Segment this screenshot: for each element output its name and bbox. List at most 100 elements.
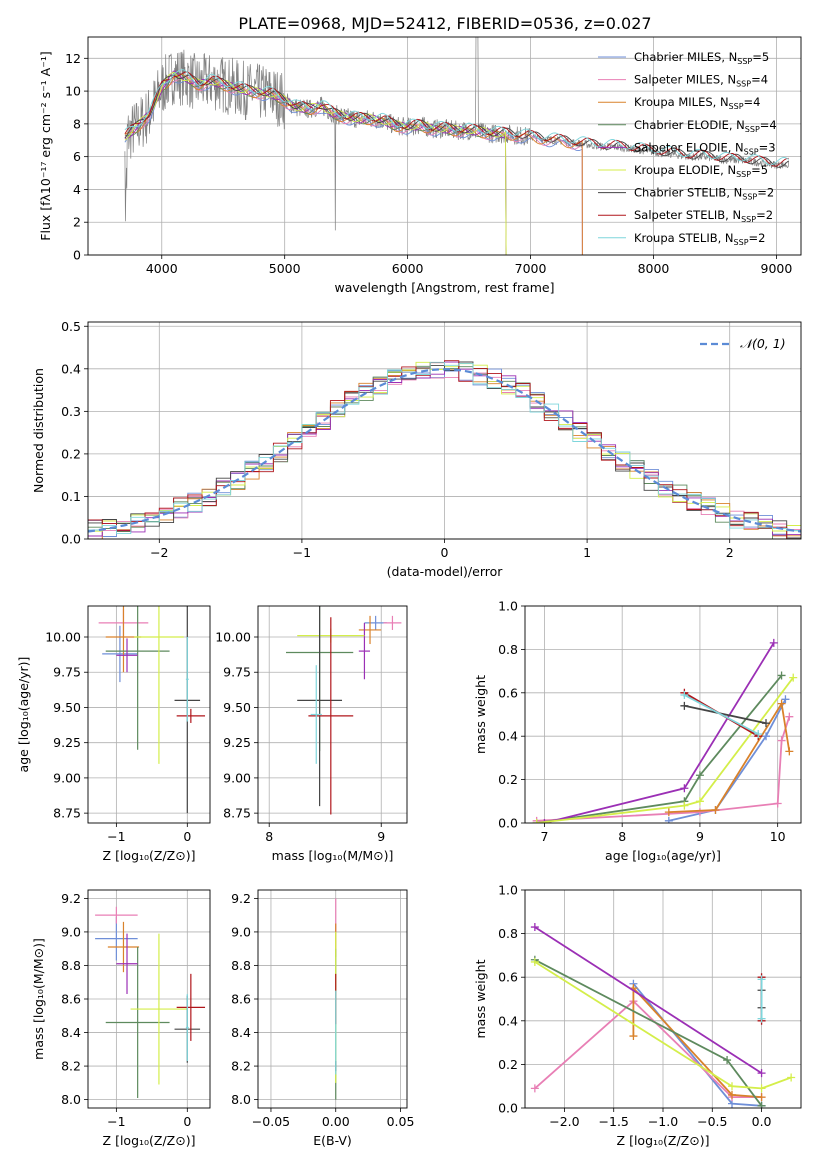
- data-point-marker: [777, 671, 786, 680]
- legend-entry: Kroupa ELODIE, NSSP=5: [634, 163, 768, 179]
- massweight-vs-Z-frame: [524, 889, 802, 1109]
- model-spectrum-line: [124, 69, 789, 166]
- y-tick-label: 1.0: [498, 883, 518, 898]
- data-point-marker: [757, 1014, 766, 1023]
- y-tick-label: 0.0: [498, 816, 518, 831]
- y-axis-label: mass [log₁₀(M/M⊙)]: [31, 938, 46, 1060]
- x-axis-label: mass [log₁₀(M/M⊙)]: [272, 848, 394, 863]
- figure-title: PLATE=0968, MJD=52412, FIBERID=0536, z=0…: [238, 14, 651, 33]
- series-line: [534, 961, 792, 1090]
- y-tick-label: 0.8: [498, 926, 518, 941]
- x-tick-label: 10: [770, 829, 786, 844]
- spectrum-legend: Chabrier MILES, NSSP=5 Salpeter MILES, NS…: [598, 50, 777, 247]
- data-point-marker: [787, 1073, 796, 1082]
- y-tick-label: 9.25: [223, 735, 251, 750]
- y-axis-label: mass weight: [473, 675, 488, 754]
- x-axis-label: (data-model)/error: [387, 564, 504, 579]
- data-point-marker: [680, 690, 689, 699]
- spectrum-panel: 4000 5000 6000 7000 8000 9000 0 2 4 6 8 10 12 wavelen…: [38, 36, 802, 295]
- y-tick-label: 10.00: [215, 630, 251, 645]
- data-point-marker: [629, 1032, 638, 1041]
- y-tick-label: 0.3: [61, 404, 81, 419]
- y-tick-label: 8.2: [61, 1059, 81, 1074]
- mass-vs-ebv-frame: [257, 889, 408, 1109]
- x-tick-label: −1: [107, 1114, 125, 1129]
- x-axis-label: Z [log₁₀(Z/Z⊙)]: [617, 1133, 710, 1148]
- residual-histogram-line: [88, 361, 801, 539]
- x-tick-label: −0.05: [252, 1114, 290, 1129]
- data-point-marker: [781, 695, 790, 704]
- x-tick-label: 0: [441, 545, 449, 560]
- y-tick-label: 8.6: [61, 992, 81, 1007]
- x-tick-label: 0.05: [387, 1114, 415, 1129]
- data-point-marker: [728, 1090, 736, 1099]
- series-line: [683, 694, 759, 735]
- residuals-plot-area: [88, 360, 801, 539]
- massweight-vs-Z-grid: [525, 889, 801, 1109]
- x-axis-label: age [log₁₀(age/yr)]: [605, 848, 721, 863]
- age-vs-Z-plot-area: [98, 606, 206, 814]
- data-point-marker: [680, 701, 689, 710]
- data-point-marker: [695, 808, 704, 817]
- y-tick-label: 0.6: [498, 685, 518, 700]
- y-tick-label: 10.00: [45, 630, 81, 645]
- legend-entry: Kroupa STELIB, NSSP=2: [634, 231, 765, 247]
- legend-entry: Salpeter STELIB, NSSP=2: [634, 208, 773, 224]
- y-tick-label: 9.25: [53, 735, 81, 750]
- x-tick-label: 9000: [761, 261, 793, 276]
- legend-entry: Salpeter ELODIE, NSSP=3: [634, 140, 776, 156]
- series-line: [544, 642, 775, 823]
- x-axis-label: wavelength [Angstrom, rest frame]: [334, 280, 554, 295]
- data-point-marker: [532, 819, 541, 823]
- model-spectrum-line: [124, 70, 507, 255]
- data-point-marker: [769, 638, 778, 647]
- x-tick-label: 0.0: [752, 1114, 772, 1129]
- legend-entry: Salpeter MILES, NSSP=4: [634, 73, 768, 89]
- x-tick-label: 1: [583, 545, 591, 560]
- y-tick-label: 0.4: [498, 1013, 518, 1028]
- series-line: [536, 674, 783, 823]
- age-vs-mass-grid: [258, 606, 407, 823]
- data-point-marker: [540, 819, 549, 823]
- x-tick-label: 0: [183, 1114, 191, 1129]
- y-tick-label: 9.0: [231, 924, 251, 939]
- x-tick-label: 7000: [515, 261, 547, 276]
- data-point-marker: [757, 1093, 766, 1102]
- massweight-vs-Z-plot-area: [530, 923, 796, 1108]
- series-line: [668, 701, 791, 813]
- massweight-vs-age-frame: [524, 605, 802, 824]
- y-tick-label: 8.4: [231, 1025, 251, 1040]
- y-tick-label: 8.8: [231, 958, 251, 973]
- y-tick-label: 0.2: [498, 772, 518, 787]
- data-point-marker: [773, 799, 782, 808]
- age-vs-mass-plot-area: [286, 606, 402, 815]
- data-point-marker: [530, 957, 539, 966]
- y-axis-label: mass weight: [473, 959, 488, 1038]
- age-vs-mass-panel: 8 9 8.75 9.00 9.25 9.50 9.75 10.00 mass [log₁₀(M…: [215, 605, 408, 863]
- x-axis-label: Z [log₁₀(Z/Z⊙)]: [103, 1133, 196, 1148]
- data-point-marker: [530, 923, 539, 932]
- y-tick-label: 8.0: [231, 1092, 251, 1107]
- y-tick-label: 9.2: [61, 891, 81, 906]
- residuals-panel: −2 −1 0 1 2 0.0 0.1 0.2 0.3 0.4 0.5 (data-model)/er…: [31, 319, 802, 579]
- data-point-marker: [680, 784, 689, 793]
- residual-histogram-line: [88, 360, 801, 539]
- spectrum-frame: [87, 36, 802, 256]
- massweight-vs-age-grid: [525, 605, 801, 824]
- y-tick-label: 0.1: [61, 489, 81, 504]
- y-tick-label: 0.8: [498, 642, 518, 657]
- y-tick-label: 6: [73, 149, 81, 164]
- mass-vs-Z-grid: [88, 890, 210, 1108]
- y-tick-label: 8.6: [231, 992, 251, 1007]
- y-tick-label: 0.4: [61, 361, 81, 376]
- mass-vs-Z-frame: [87, 889, 211, 1109]
- series-line: [534, 999, 762, 1098]
- data-point-marker: [664, 808, 673, 817]
- data-point-marker: [711, 805, 720, 814]
- model-spectrum-line: [124, 74, 789, 168]
- legend-entry: Kroupa MILES, NSSP=4: [634, 95, 760, 111]
- x-tick-label: 9: [377, 829, 385, 844]
- data-point-marker: [695, 797, 704, 806]
- x-tick-label: −2.0: [549, 1114, 579, 1129]
